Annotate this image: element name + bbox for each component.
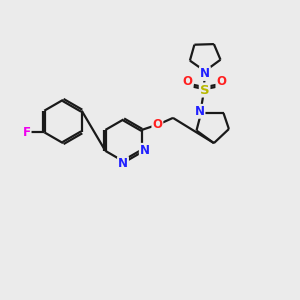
Text: N: N: [140, 144, 150, 157]
Text: N: N: [194, 105, 205, 118]
Text: O: O: [216, 75, 226, 88]
Text: S: S: [200, 83, 209, 97]
Text: N: N: [200, 67, 210, 80]
Text: O: O: [152, 118, 162, 131]
Text: N: N: [118, 157, 128, 170]
Text: F: F: [22, 126, 31, 139]
Text: O: O: [182, 75, 193, 88]
